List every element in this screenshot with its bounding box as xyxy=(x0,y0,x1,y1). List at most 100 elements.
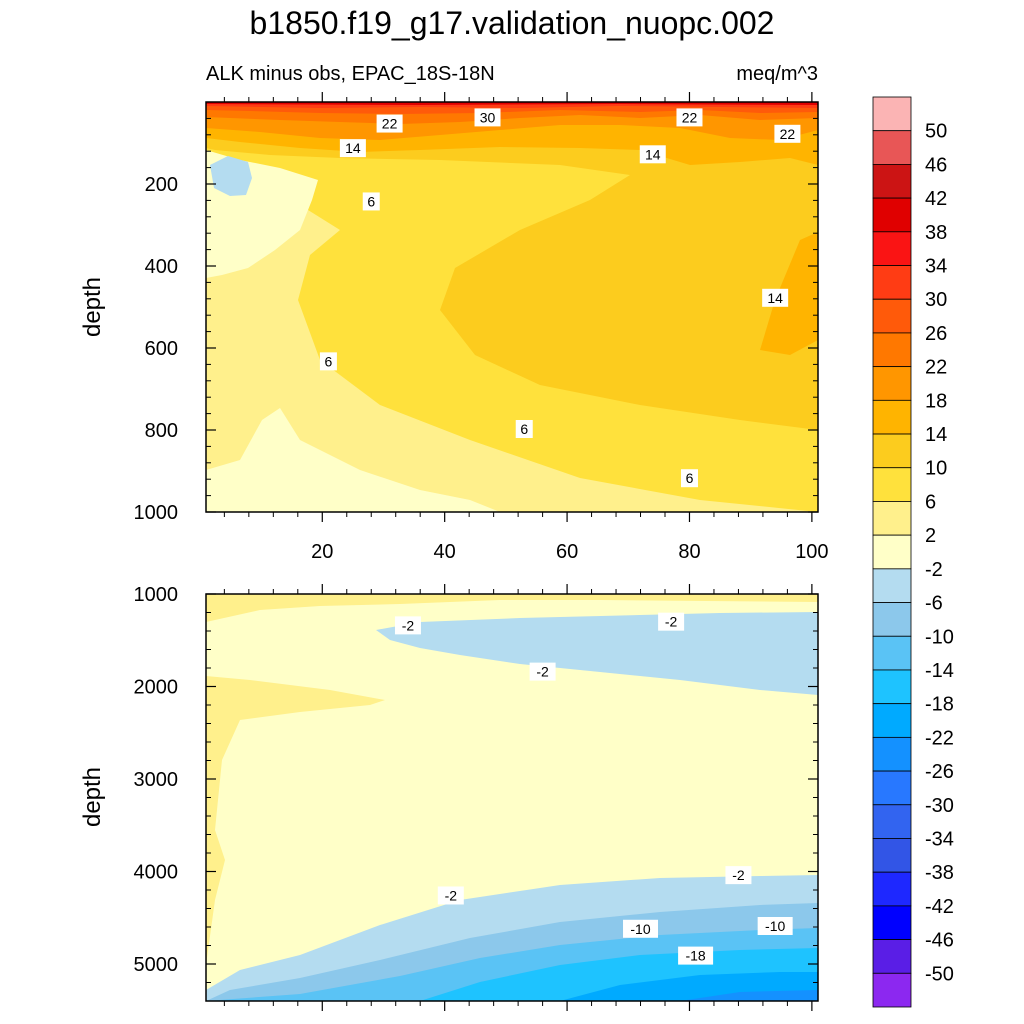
contour-label-box xyxy=(376,114,403,133)
colorbar-label: 50 xyxy=(925,121,947,143)
contour-label-box xyxy=(678,946,714,965)
colorbar-box xyxy=(872,838,912,873)
fill-band-minus26 xyxy=(680,990,818,1001)
panel-subtitle-left: ALK minus obs, EPAC_18S-18N xyxy=(206,63,495,85)
lower-contour-labels: -2 -2 -2 -2 -2 -10 -10 -18 xyxy=(394,612,793,965)
colorbar-label: 22 xyxy=(925,357,947,379)
x-tick-label: 40 xyxy=(434,541,456,563)
y-tick-label: 800 xyxy=(145,420,178,442)
fill-band-14-east xyxy=(760,232,818,355)
contour-label: 14 xyxy=(645,146,661,162)
colorbar-label: 18 xyxy=(925,390,947,412)
figure-title: b1850.f19_g17.validation_nuopc.002 xyxy=(250,5,775,41)
colorbar-label: -14 xyxy=(925,660,954,682)
contour-label-box xyxy=(623,919,659,938)
colorbar-label: -46 xyxy=(925,930,954,952)
y-tick-label: 5000 xyxy=(134,954,179,976)
colorbar-box xyxy=(872,332,912,368)
y-tick-label: 1000 xyxy=(134,584,179,606)
colorbar-box xyxy=(872,265,912,300)
colorbar-label: 10 xyxy=(925,458,947,480)
contour-label-box xyxy=(680,469,698,488)
colorbar-box xyxy=(872,871,912,907)
lower-panel: 1000 2000 3000 4000 5000 -2 -2 -2 -2 -2 -10 -10 -18… xyxy=(79,584,819,1011)
colorbar-label: 14 xyxy=(925,424,947,446)
colorbar-box xyxy=(872,433,912,469)
upper-axis-ticks: 200 400 600 800 1000 20 40 60 80 100 xyxy=(134,92,829,563)
colorbar-box xyxy=(872,905,912,940)
colorbar-label: -30 xyxy=(925,795,954,817)
contour-label: -2 xyxy=(732,867,745,883)
colorbar-box xyxy=(872,231,912,266)
upper-panel: 200 400 600 800 1000 20 40 60 80 100 30 22 22 22 14 14… xyxy=(79,92,829,563)
colorbar-label: 38 xyxy=(925,222,947,244)
colorbar-box xyxy=(872,164,912,199)
colorbar-label: -22 xyxy=(925,727,954,749)
contour-label: -10 xyxy=(630,921,650,937)
colorbar-label: -18 xyxy=(925,694,954,716)
colorbar-label: -10 xyxy=(925,626,954,648)
colorbar-label: -34 xyxy=(925,828,954,850)
colorbar-box xyxy=(872,804,912,839)
colorbar-box xyxy=(872,939,912,974)
contour-label: 22 xyxy=(382,116,398,132)
colorbar-box xyxy=(872,736,912,772)
fill-band-minus2-lower xyxy=(206,408,500,512)
contour-label: 6 xyxy=(325,353,333,369)
upper-plot-frame xyxy=(205,101,819,513)
colorbar: 50 46 42 38 34 30 26 22 18 14 10 6 2 -2 -6 -10 -14 -18 -22… xyxy=(872,96,954,1008)
contour-label-box xyxy=(757,917,793,935)
contour-label-box xyxy=(529,662,556,681)
fill-band-10 xyxy=(206,102,818,430)
colorbar-label: -2 xyxy=(925,559,943,581)
contour-label-box xyxy=(339,139,366,158)
upper-contour-labels: 30 22 22 22 14 14 6 14 6 6 6 xyxy=(319,108,801,488)
colorbar-box xyxy=(872,96,912,132)
contour-label-box xyxy=(676,108,703,127)
contour-label: -2 xyxy=(445,887,458,903)
fill-band-minus6 xyxy=(376,612,818,695)
contour-label-box xyxy=(658,612,685,631)
contour-label: -2 xyxy=(665,614,678,630)
colorbar-label: -38 xyxy=(925,862,954,884)
contour-label-box xyxy=(362,192,380,211)
colorbar-label: 42 xyxy=(925,188,947,210)
upper-ylabel: depth xyxy=(79,277,106,337)
contour-label: 6 xyxy=(520,421,528,437)
colorbar-box xyxy=(872,669,912,705)
x-tick-label: 80 xyxy=(678,541,700,563)
colorbar-box xyxy=(872,602,912,637)
y-tick-label: 200 xyxy=(145,174,178,196)
contour-label-box xyxy=(437,886,464,905)
y-tick-label: 1000 xyxy=(134,502,179,524)
colorbar-box xyxy=(872,770,912,806)
contour-label-box xyxy=(774,124,801,143)
x-tick-label: 60 xyxy=(556,541,578,563)
colorbar-box xyxy=(872,467,912,502)
colorbar-label: 30 xyxy=(925,289,947,311)
colorbar-box xyxy=(872,399,912,435)
colorbar-box xyxy=(872,703,912,738)
contour-label-box xyxy=(725,866,752,885)
contour-label: -18 xyxy=(685,948,705,964)
fill-band-minus6 xyxy=(210,156,252,196)
colorbar-label: -26 xyxy=(925,761,954,783)
y-tick-label: 4000 xyxy=(134,862,179,884)
contour-label-box xyxy=(762,288,789,307)
colorbar-label: -50 xyxy=(925,963,954,985)
contour-label: 30 xyxy=(480,109,496,125)
colorbar-label: 2 xyxy=(925,525,936,547)
colorbar-box xyxy=(872,197,912,233)
y-tick-label: 400 xyxy=(145,256,178,278)
y-tick-label: 600 xyxy=(145,338,178,360)
lower-axis-ticks: 1000 2000 3000 4000 5000 xyxy=(134,584,818,1011)
contour-label-box xyxy=(639,145,666,164)
contour-label: -10 xyxy=(765,918,785,934)
colorbar-box xyxy=(872,635,912,671)
colorbar-box xyxy=(872,534,912,570)
colorbar-label: -6 xyxy=(925,593,943,615)
contour-label: 22 xyxy=(780,126,796,142)
contour-label: 14 xyxy=(767,290,783,306)
contour-label-box xyxy=(319,352,337,371)
